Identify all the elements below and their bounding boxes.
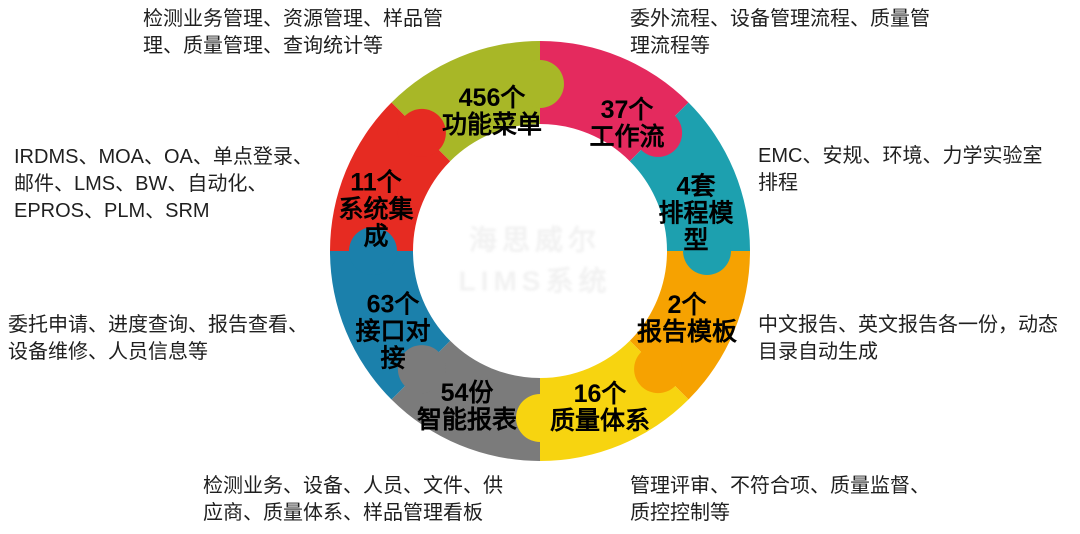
annotation-interface-docking: 委托申请、进度查询、报告查看、 设备维修、人员信息等	[8, 314, 308, 363]
annotation-quality-system: 管理评审、不符合项、质量监督、 质控控制等	[630, 475, 930, 524]
puzzle-knob-function-menu	[516, 60, 564, 108]
puzzle-knob-quality-system	[516, 394, 564, 442]
annotation-report-template: 中文报告、英文报告各一份，动态 目录自动生成	[758, 314, 1058, 363]
annotation-system-integration: IRDMS、MOA、OA、单点登录、 邮件、LMS、BW、自动化、 EPROS、…	[14, 146, 313, 222]
annotation-scheduling-model: EMC、安规、环境、力学实验室 排程	[758, 145, 1043, 194]
puzzle-knob-workflow	[634, 108, 683, 157]
puzzle-knob-scheduling-model	[683, 227, 731, 275]
annotation-workflow: 委外流程、设备管理流程、质量管 理流程等	[630, 8, 930, 57]
puzzle-knob-interface-docking	[349, 227, 397, 275]
annotation-function-menu: 检测业务管理、资源管理、样品管 理、质量管理、查询统计等	[143, 8, 443, 57]
puzzle-knob-report-template	[634, 345, 683, 394]
puzzle-knob-system-integration	[397, 108, 446, 157]
annotation-smart-report: 检测业务、设备、人员、文件、供 应商、质量体系、样品管理看板	[203, 475, 503, 524]
puzzle-knob-smart-report	[397, 345, 446, 394]
